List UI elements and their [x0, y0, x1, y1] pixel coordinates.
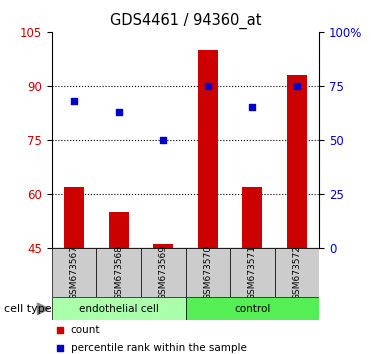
Text: control: control: [234, 304, 270, 314]
Bar: [153, 244, 173, 248]
Point: [249, 105, 255, 110]
Bar: [230, 248, 275, 297]
Bar: [275, 248, 319, 297]
Bar: [186, 248, 230, 297]
Point: [71, 98, 77, 104]
Text: cell type: cell type: [4, 304, 51, 314]
Text: GSM673571: GSM673571: [248, 245, 257, 300]
Text: GSM673570: GSM673570: [203, 245, 212, 300]
Text: GSM673572: GSM673572: [292, 245, 301, 300]
Point: [205, 83, 211, 88]
Point: [294, 83, 300, 88]
Bar: [52, 297, 186, 320]
Text: count: count: [70, 325, 100, 335]
Text: GSM673569: GSM673569: [159, 245, 168, 300]
Bar: [52, 248, 96, 297]
Bar: [96, 248, 141, 297]
Bar: [186, 297, 319, 320]
Bar: [287, 75, 307, 248]
Text: GSM673568: GSM673568: [114, 245, 123, 300]
Bar: [198, 50, 218, 248]
Text: GSM673567: GSM673567: [70, 245, 79, 300]
Bar: [141, 248, 186, 297]
Polygon shape: [37, 303, 49, 315]
Bar: [109, 212, 129, 248]
Bar: [242, 187, 262, 248]
Text: GDS4461 / 94360_at: GDS4461 / 94360_at: [110, 12, 261, 29]
Point: [57, 345, 63, 351]
Point: [57, 327, 63, 333]
Bar: [64, 187, 84, 248]
Point: [160, 137, 166, 143]
Point: [116, 109, 122, 115]
Text: percentile rank within the sample: percentile rank within the sample: [70, 343, 246, 353]
Text: endothelial cell: endothelial cell: [79, 304, 159, 314]
